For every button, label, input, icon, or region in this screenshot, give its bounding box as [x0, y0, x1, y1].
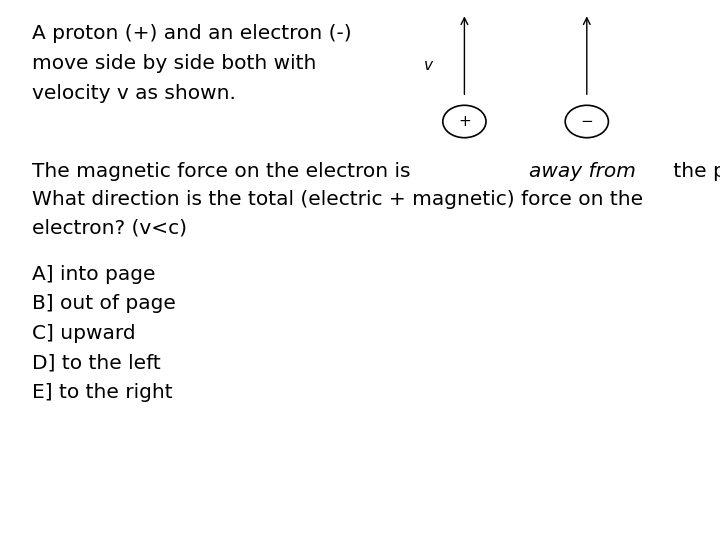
- Text: the proton.: the proton.: [667, 162, 720, 181]
- Text: D] to the left: D] to the left: [32, 354, 161, 373]
- Text: The magnetic force on the electron is: The magnetic force on the electron is: [32, 162, 418, 181]
- Text: E] to the right: E] to the right: [32, 383, 173, 402]
- Text: What direction is the total (electric + magnetic) force on the: What direction is the total (electric + …: [32, 190, 644, 209]
- Text: velocity v as shown.: velocity v as shown.: [32, 84, 236, 103]
- Text: C] upward: C] upward: [32, 324, 136, 343]
- Text: move side by side both with: move side by side both with: [32, 54, 317, 73]
- Text: A] into page: A] into page: [32, 265, 156, 284]
- Text: A proton (+) and an electron (-): A proton (+) and an electron (-): [32, 24, 352, 43]
- Text: v: v: [424, 58, 433, 73]
- Text: away from: away from: [529, 162, 636, 181]
- Text: +: +: [458, 114, 471, 129]
- Text: B] out of page: B] out of page: [32, 294, 176, 313]
- Text: electron? (v<c): electron? (v<c): [32, 218, 187, 237]
- Text: −: −: [580, 114, 593, 129]
